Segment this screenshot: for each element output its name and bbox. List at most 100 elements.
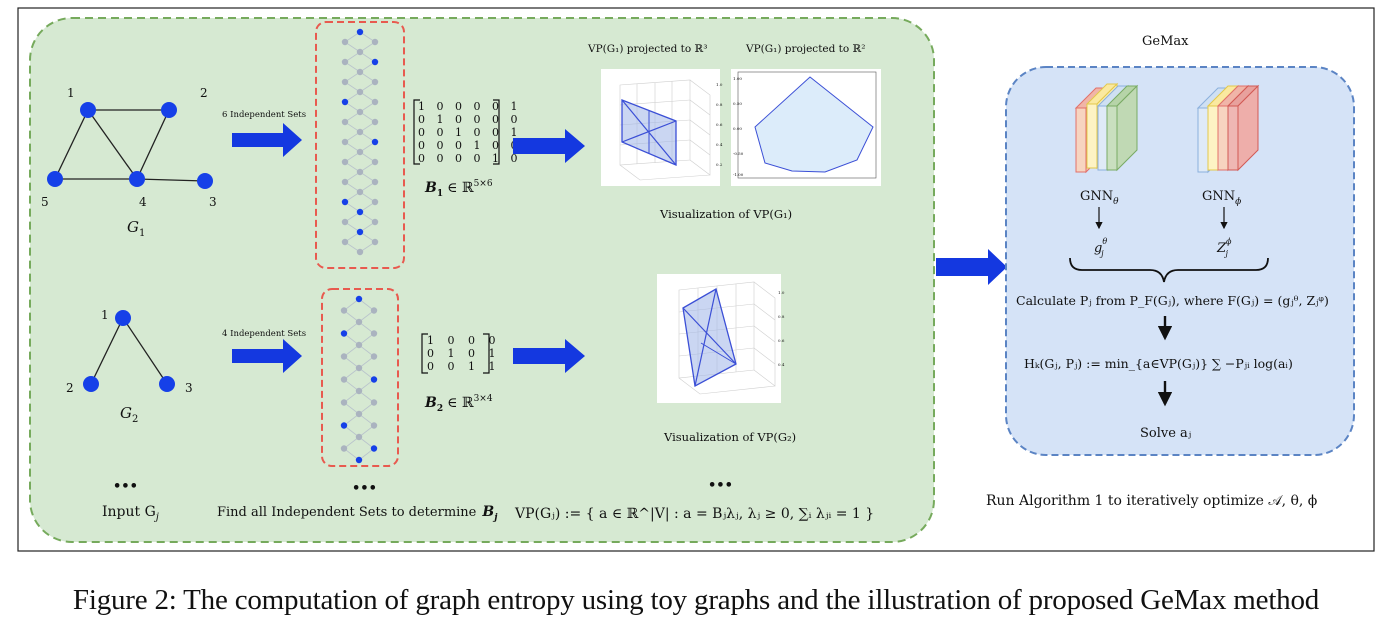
set-node (355, 410, 363, 418)
independent-sets-g2-label: 4 Independent Sets (222, 329, 306, 339)
set-node (341, 238, 349, 246)
set-node (355, 433, 363, 441)
set-node (371, 218, 379, 226)
matrix-row: 0 1 0 0 0 0 (418, 113, 521, 126)
set-node (356, 108, 364, 116)
set-node (370, 445, 378, 452)
set-node (355, 456, 363, 464)
set-node (370, 422, 378, 429)
blue-arrow (232, 123, 302, 157)
vp-2d-title: VP(G₁) projected to ℝ² (745, 43, 866, 55)
set-node (356, 48, 364, 56)
vp-3d-title: VP(G₁) projected to ℝ³ (587, 43, 708, 55)
set-node (355, 318, 363, 326)
set-node (355, 364, 363, 372)
blue-arrow (936, 249, 1007, 285)
set-node (340, 330, 348, 337)
svg-text:-0.50: -0.50 (733, 151, 744, 156)
set-node (356, 148, 364, 156)
set-node (371, 38, 379, 46)
independent-sets-box-g2 (321, 288, 399, 467)
ellipsis: ••• (113, 479, 138, 494)
set-node (341, 38, 349, 46)
matrix-b1: 1 0 0 0 0 1 0 1 0 0 0 0 0 0 1 0 0 1 0 0 … (413, 99, 521, 165)
figure-caption: Figure 2: The computation of graph entro… (72, 584, 1320, 616)
graph-g1: 1 2 3 4 5 G1 (41, 86, 217, 239)
set-node (371, 158, 379, 166)
svg-text:0.4: 0.4 (778, 362, 785, 367)
matrix-b2: 1 0 0 0 0 1 0 1 0 0 1 1 (421, 333, 500, 374)
matrix-b1-label: B1 ∈ ℝ5×6 (424, 179, 493, 199)
polytope-definition: VP(Gⱼ) := { a ∈ ℝ^|V| : a = Bⱼλⱼ, λⱼ ≥ 0… (514, 506, 874, 522)
set-node (340, 353, 348, 360)
svg-text:0.00: 0.00 (733, 126, 742, 131)
blue-arrow (513, 129, 585, 163)
solve-step: Solve aⱼ (1140, 426, 1191, 441)
set-node (341, 78, 349, 86)
z-embedding-label: Zϕ j (1216, 237, 1232, 258)
svg-text:1.0: 1.0 (778, 290, 785, 295)
set-node (371, 98, 379, 106)
set-node (341, 138, 349, 146)
merge-brace (1069, 257, 1269, 283)
gnn-phi-label: GNNϕ (1202, 189, 1241, 207)
independent-sets-tree-g2 (340, 295, 378, 464)
set-node (356, 248, 364, 256)
set-node (370, 307, 378, 314)
matrix-row: 0 0 1 1 (427, 360, 500, 373)
blue-arrow (513, 339, 585, 373)
matrix-row: 1 0 0 0 (427, 334, 500, 347)
svg-text:0.2: 0.2 (716, 162, 723, 167)
set-node (356, 88, 364, 96)
matrix-row: 1 0 0 0 0 1 (418, 100, 521, 113)
set-node (340, 422, 348, 429)
gnn-theta-icon (1074, 82, 1139, 174)
plot-tick-labels: 1.0 0.8 0.6 0.4 0.2 1.0 0.8 0.6 0.4 (716, 82, 785, 367)
gemax-panel (1005, 66, 1355, 456)
matrix-row: 0 0 0 1 0 0 (418, 139, 521, 152)
vp-g2-caption: Visualization of VP(G₂) (663, 430, 796, 444)
set-node (355, 295, 363, 303)
matrix-b2-label: B2 ∈ ℝ3×4 (424, 394, 493, 414)
vp-3d-plot-g1 (601, 69, 720, 186)
node-label: 3 (185, 381, 193, 395)
node-label: 1 (101, 308, 109, 322)
set-node (355, 387, 363, 395)
set-node (356, 28, 364, 36)
matrix-row: 0 0 1 0 0 1 (418, 126, 521, 139)
find-independent-sets-label: Find all Independent Sets to determine Bj (217, 504, 498, 523)
set-node (341, 58, 349, 66)
matrix-row: 0 0 0 0 1 0 (418, 152, 521, 165)
graph-node (80, 102, 96, 118)
set-node (341, 178, 349, 186)
set-node (356, 128, 364, 136)
vp-g1-caption: Visualization of VP(G₁) (659, 207, 792, 221)
graph-node (83, 376, 99, 392)
set-node (371, 198, 379, 206)
svg-text:0.8: 0.8 (778, 314, 785, 319)
set-node (341, 218, 349, 226)
graph-g1-label: G1 (127, 218, 145, 239)
set-node (341, 158, 349, 166)
set-node (370, 330, 378, 337)
gemax-title: GeMax (1142, 34, 1189, 49)
graph-node (115, 310, 131, 326)
svg-text:0.6: 0.6 (716, 122, 723, 127)
set-node (355, 341, 363, 349)
ellipsis: ••• (352, 481, 377, 496)
set-node (371, 238, 379, 246)
blue-arrow (232, 339, 302, 373)
independent-sets-g1-label: 6 Independent Sets (222, 110, 306, 120)
vp-3d-plot-g2 (657, 274, 781, 403)
set-node (340, 307, 348, 314)
gnn-theta-label: GNNθ (1080, 189, 1119, 207)
run-algorithm-note: Run Algorithm 1 to iteratively optimize … (986, 493, 1317, 509)
set-node (371, 138, 379, 146)
node-label: 3 (209, 195, 217, 209)
set-node (340, 399, 348, 406)
set-node (340, 445, 348, 452)
set-node (356, 208, 364, 216)
entropy-objective: Hₖ(Gⱼ, Pⱼ) := min_{a∈VP(Gⱼ)} ∑ −Pⱼᵢ log(… (1024, 356, 1293, 371)
gnn-phi-icon (1196, 84, 1260, 174)
